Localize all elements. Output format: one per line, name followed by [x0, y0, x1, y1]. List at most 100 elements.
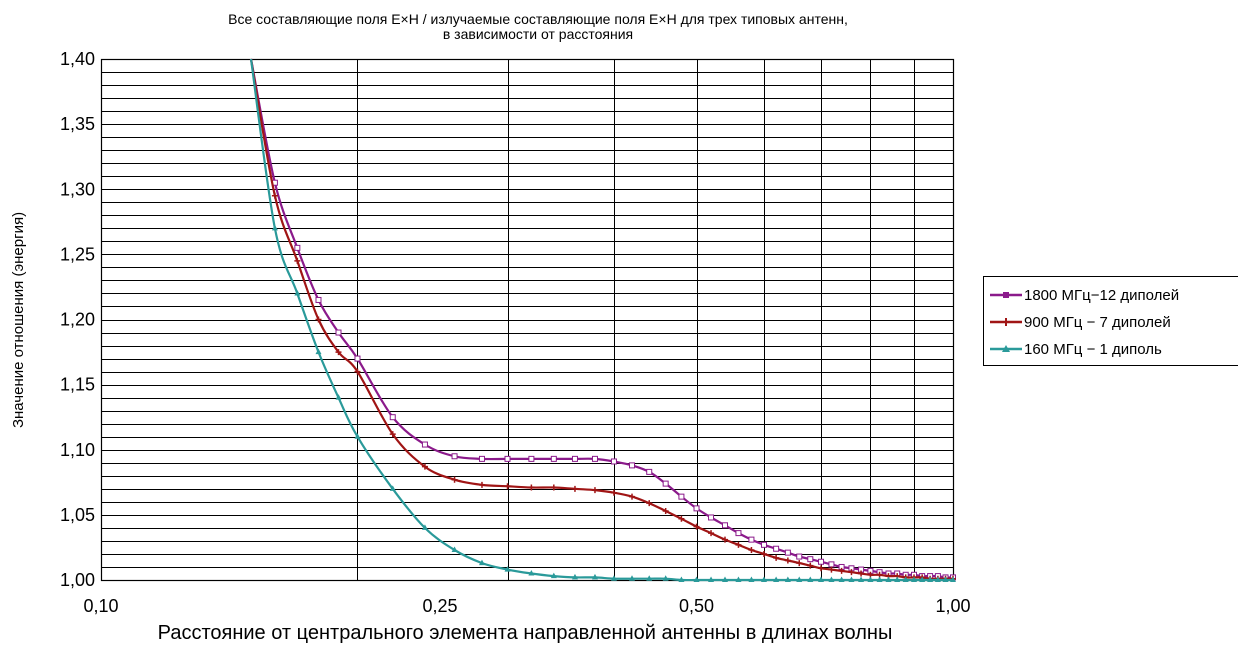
data-point [828, 576, 835, 582]
data-point [571, 455, 578, 462]
data-point [721, 522, 728, 529]
data-point [784, 557, 791, 564]
data-point [807, 556, 814, 563]
data-point [735, 541, 742, 548]
legend-label-160: 160 МГц − 1 диполь [1024, 340, 1162, 358]
data-point [629, 462, 636, 469]
data-point [421, 524, 428, 530]
legend-swatch-900-icon [990, 318, 1022, 326]
chart-title-line-1: Все составляющие поля E×H / излучаемые с… [228, 11, 848, 27]
data-point [838, 567, 845, 574]
data-point [748, 576, 755, 582]
legend-item-900: 900 МГц − 7 диполей [990, 310, 1171, 334]
data-point [796, 553, 803, 560]
data-point [271, 224, 278, 231]
y-tick-label: 1,35 [60, 114, 95, 134]
data-point [760, 576, 767, 582]
legend-label-1800: 1800 МГц−12 диполей [1024, 286, 1180, 304]
data-point [629, 575, 636, 581]
data-point [550, 484, 557, 491]
data-point [335, 329, 342, 336]
legend-swatch-1800-icon [990, 292, 1022, 298]
data-point [693, 505, 700, 512]
data-point [528, 569, 535, 576]
data-point [942, 576, 949, 582]
data-point [678, 576, 685, 582]
data-point [629, 493, 636, 500]
data-point [735, 576, 742, 582]
y-tick-label: 1,25 [60, 244, 95, 264]
x-tick-label: 0,25 [423, 596, 458, 616]
chart-grid [100, 58, 955, 582]
data-point [354, 355, 361, 362]
data-point [927, 576, 934, 582]
x-axis-label: Расстояние от центрального элемента напр… [158, 622, 893, 644]
data-point [934, 576, 941, 582]
data-point [735, 530, 742, 537]
data-point [678, 515, 685, 522]
data-point [294, 244, 301, 251]
data-point [315, 316, 322, 323]
data-point [421, 463, 428, 470]
data-point [848, 576, 855, 582]
y-tick-label: 1,40 [60, 49, 95, 69]
data-point [451, 546, 458, 553]
data-point [451, 453, 458, 460]
data-point [610, 458, 617, 465]
plot-area [101, 59, 953, 580]
y-axis-label: Значение отношения (энергия) [10, 212, 27, 428]
data-point [646, 468, 653, 475]
y-tick-label: 1,05 [60, 505, 95, 525]
data-point [950, 576, 956, 582]
data-point [867, 576, 874, 582]
data-point [451, 476, 458, 483]
data-point [389, 414, 396, 421]
data-point [693, 576, 700, 582]
data-point [504, 566, 511, 572]
legend-swatch-160-icon [990, 345, 1022, 352]
data-point [315, 296, 322, 303]
data-point [528, 455, 535, 462]
data-point [748, 536, 755, 543]
data-point [662, 575, 669, 581]
data-point [760, 541, 767, 548]
data-point [294, 289, 301, 296]
data-point [858, 576, 865, 582]
series-group [249, 58, 956, 582]
data-point [504, 483, 511, 490]
data-point [335, 394, 342, 400]
data-point [693, 523, 700, 530]
legend-item-160: 160 МГц − 1 диполь [990, 337, 1162, 361]
data-point [885, 576, 892, 582]
y-tick-label: 1,10 [60, 440, 95, 460]
data-point [911, 576, 918, 582]
data-point [478, 559, 485, 566]
data-point [784, 576, 791, 582]
data-point [315, 348, 322, 355]
data-point [646, 500, 653, 507]
x-tick-label: 1,00 [935, 596, 970, 616]
chart-ticks: 1,00 1,05 1,10 1,15 1,20 1,25 1,30 1,35 1,40 0,10… [60, 49, 971, 616]
data-point [828, 561, 835, 568]
data-point [760, 550, 767, 557]
data-point [721, 576, 728, 582]
data-point [818, 558, 825, 565]
data-point [773, 576, 780, 582]
data-point [528, 484, 535, 491]
data-point [858, 570, 865, 577]
data-point [818, 565, 825, 572]
data-point [478, 481, 485, 488]
chart-title-line-2: в зависимости от расстояния [442, 26, 634, 42]
data-point [807, 576, 814, 582]
data-point [902, 576, 909, 582]
data-point [796, 560, 803, 567]
data-point [784, 549, 791, 556]
data-point [591, 487, 598, 494]
data-point [646, 575, 653, 581]
data-point [271, 192, 278, 199]
data-point [478, 455, 485, 462]
data-point [722, 536, 728, 543]
series-group [249, 58, 956, 582]
data-point [550, 572, 557, 579]
y-tick-label: 1,20 [60, 310, 95, 330]
